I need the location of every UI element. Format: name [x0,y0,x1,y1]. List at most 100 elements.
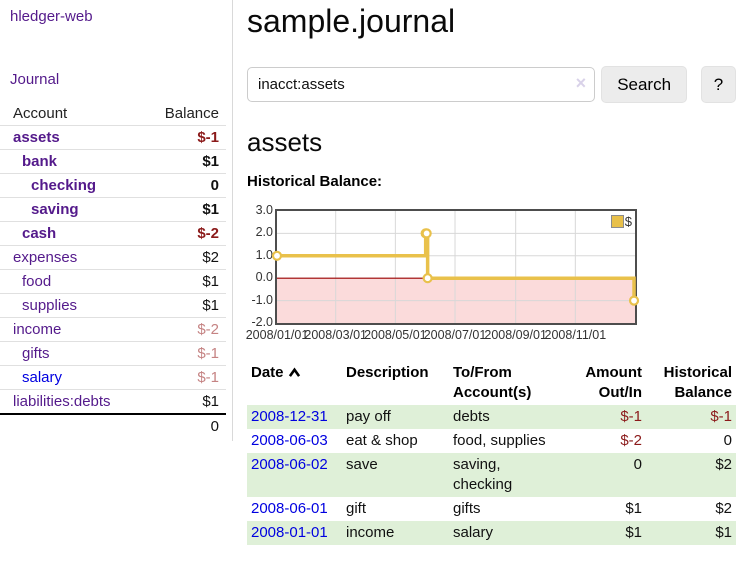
account-name-cell: checking [0,173,146,198]
x-tick-label: 2008/11/01 [544,328,607,342]
transaction-row: 2008-01-01 income salary $1 $1 [247,521,736,545]
tofrom-column-header: To/From Account(s) [453,364,532,401]
account-link[interactable]: liabilities:debts [13,393,111,410]
transaction-accounts: salary [453,524,494,541]
account-row: liabilities:debts $1 [0,389,226,414]
account-name-cell: supplies [0,293,146,318]
transaction-description: gift [346,500,367,517]
account-name-cell: saving [0,197,146,222]
brand-link[interactable]: hledger-web [10,8,93,25]
search-button[interactable]: Search [601,66,688,103]
transaction-date-cell: 2008-12-31 [247,405,342,429]
transaction-date-link[interactable]: 2008-06-03 [251,432,328,449]
account-name-cell: assets [0,125,146,150]
transaction-date-link[interactable]: 2008-01-01 [251,524,328,541]
account-row: expenses $2 [0,245,226,270]
account-name-cell: liabilities:debts [0,389,146,414]
account-balance: $-2 [145,317,226,342]
transaction-description: pay off [346,408,391,425]
chart-x-axis: 2008/01/01 2008/03/01 2008/05/01 2008/07/01… [246,328,635,344]
account-name-cell: income [0,317,146,342]
transaction-date-link[interactable]: 2008-06-02 [251,456,328,473]
transaction-amount: $1 [625,500,642,517]
account-link[interactable]: expenses [13,249,78,266]
transaction-date-cell: 2008-06-03 [247,429,342,453]
account-balance: $1 [145,389,226,414]
search-input[interactable] [247,67,596,102]
transaction-date-link[interactable]: 2008-12-31 [251,408,328,425]
account-heading: assets [247,127,323,157]
account-row: bank $1 [0,149,226,174]
transaction-row: 2008-06-01 gift gifts $1 $2 [247,497,736,521]
account-balance: $-1 [145,125,226,150]
account-link[interactable]: checking [31,177,97,194]
page-title: sample.journal [247,3,456,39]
main-content: sample.journal × Search ? assets Histori… [246,0,736,545]
transaction-amount: $-1 [620,408,642,425]
legend-label: $ [624,214,632,229]
transaction-row: 2008-12-31 pay off debts $-1 $-1 [247,405,736,429]
account-name-cell: cash [0,221,146,246]
accounts-total-row: 0 [0,413,226,438]
account-balance: $1 [145,269,226,294]
transaction-balance: $1 [715,524,732,541]
transaction-balance: 0 [723,432,732,449]
transaction-date-cell: 2008-06-02 [247,453,342,497]
account-balance: $-1 [145,365,226,390]
account-name-cell: salary [0,365,146,390]
account-link[interactable]: income [13,321,62,338]
sort-ascending-icon [288,367,300,377]
chart-title: Historical Balance: [247,173,383,190]
help-button[interactable]: ? [701,66,736,103]
transaction-date-link[interactable]: 2008-06-01 [251,500,328,517]
historical-balance-chart: 3.0 2.0 1.0 0.0 -1.0 -2.0 $ 2008/01/01 2008/03… [246,202,736,347]
y-tick-label: 0.0 [255,270,273,285]
y-tick-label: -2.0 [251,315,273,329]
transaction-accounts: debts [453,408,490,425]
transaction-date-cell: 2008-01-01 [247,521,342,545]
y-tick-label: -1.0 [251,292,273,307]
transaction-accounts: food, supplies [453,432,546,449]
account-row: checking 0 [0,173,226,198]
transaction-amount: $1 [625,524,642,541]
transaction-accounts: saving, checking [453,456,513,493]
transaction-description: eat & shop [346,432,418,449]
sidebar: hledger-web Journal Account Balance asse… [0,0,233,441]
chart-plot-area: $ [271,209,640,325]
search-form: × Search ? [247,66,736,103]
transaction-balance: $2 [715,500,732,517]
account-column-header: Account [13,105,68,122]
account-link[interactable]: food [22,273,52,290]
transaction-amount: 0 [633,456,642,473]
account-row: income $-2 [0,317,226,342]
account-link[interactable]: bank [22,153,58,170]
account-name-cell: gifts [0,341,146,366]
y-tick-label: 3.0 [255,203,273,217]
account-balance: $1 [145,149,226,174]
accounts-table-header-row: Account Balance [0,102,226,126]
accounts-total-value: 0 [145,413,226,438]
account-row: salary $-1 [0,365,226,390]
account-link[interactable]: assets [13,129,60,146]
account-row: assets $-1 [0,125,226,150]
sidebar-item-journal[interactable]: Journal [10,71,60,88]
account-link[interactable]: saving [31,201,79,218]
accounts-table: Account Balance assets $-1 bank $1 check… [0,102,226,438]
account-link[interactable]: salary [22,369,63,386]
register-table: Date Description To/From Account(s) Amou… [247,361,736,545]
date-column-header[interactable]: Date [247,361,342,405]
transaction-row: 2008-06-02 save saving, checking 0 $2 [247,453,736,497]
clear-search-icon[interactable]: × [575,73,587,93]
transaction-description: save [346,456,378,473]
account-balance: $-1 [145,341,226,366]
account-link[interactable]: gifts [22,345,50,362]
account-name-cell: bank [0,149,146,174]
account-link[interactable]: supplies [22,297,78,314]
account-row: food $1 [0,269,226,294]
register-header-row: Date Description To/From Account(s) Amou… [247,361,736,405]
x-tick-label: 2008/03/01 [304,328,367,342]
account-balance: $-2 [145,221,226,246]
account-balance: $2 [145,245,226,270]
account-link[interactable]: cash [22,225,57,242]
account-balance: $1 [145,197,226,222]
